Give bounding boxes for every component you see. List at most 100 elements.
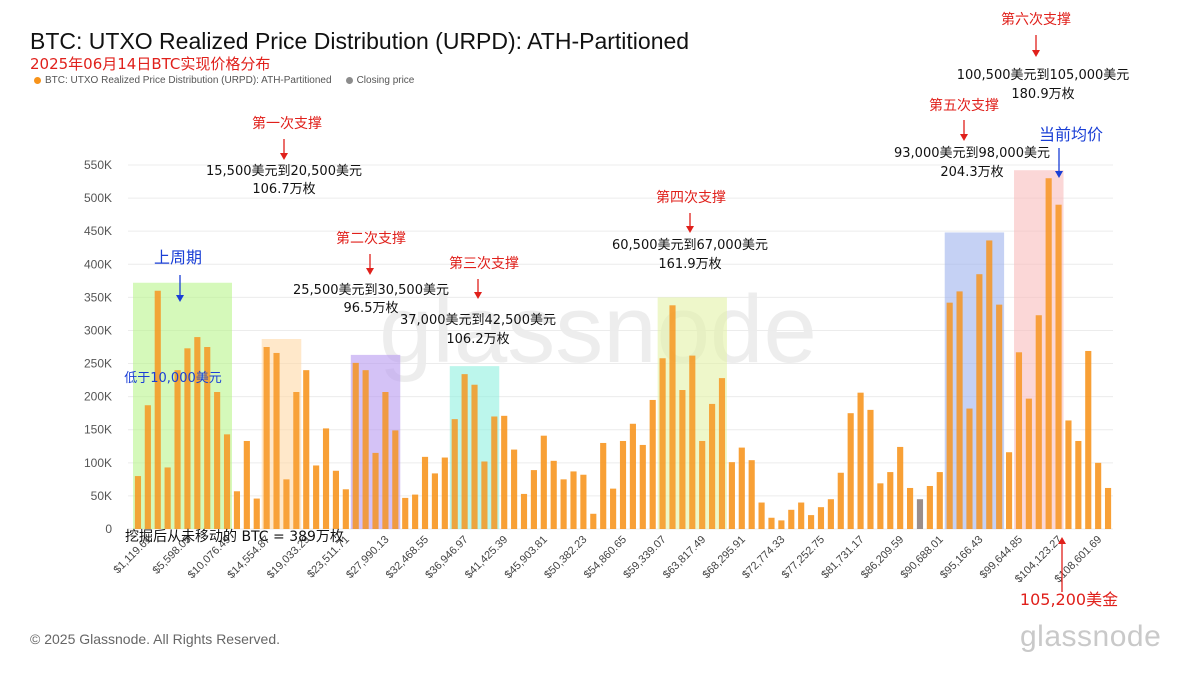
urpd-bar[interactable] [689, 355, 696, 529]
urpd-bar[interactable] [1075, 440, 1082, 529]
urpd-bar[interactable] [1005, 452, 1013, 529]
urpd-bar[interactable] [847, 413, 854, 529]
urpd-bar[interactable] [976, 274, 983, 529]
urpd-bar[interactable] [134, 476, 142, 529]
urpd-bar[interactable] [332, 470, 339, 529]
urpd-bar[interactable] [936, 472, 943, 529]
urpd-bar[interactable] [629, 423, 636, 529]
urpd-bar[interactable] [293, 392, 300, 529]
urpd-bar[interactable] [253, 498, 260, 529]
urpd-bar[interactable] [1015, 352, 1023, 529]
urpd-bar[interactable] [956, 291, 963, 529]
urpd-bar[interactable] [560, 479, 567, 529]
urpd-bar[interactable] [1085, 350, 1092, 529]
urpd-bar[interactable] [718, 378, 726, 529]
urpd-bar[interactable] [639, 444, 646, 529]
urpd-bar[interactable] [233, 491, 241, 529]
urpd-bar[interactable] [491, 416, 498, 529]
urpd-bar[interactable] [412, 494, 419, 529]
urpd-bar[interactable] [619, 440, 627, 529]
urpd-bar[interactable] [877, 483, 884, 529]
urpd-bar[interactable] [817, 507, 825, 529]
urpd-bar[interactable] [342, 489, 349, 529]
urpd-bar[interactable] [679, 390, 686, 529]
urpd-bar[interactable] [154, 290, 161, 529]
urpd-bar[interactable] [481, 461, 488, 529]
urpd-bar[interactable] [273, 352, 280, 529]
urpd-bar[interactable] [313, 465, 320, 529]
urpd-bar[interactable] [649, 399, 656, 529]
glassnode-logo[interactable]: glassnode [1020, 620, 1162, 653]
urpd-bar[interactable] [322, 428, 330, 529]
urpd-bar[interactable] [808, 515, 815, 529]
urpd-bar[interactable] [907, 487, 914, 529]
urpd-bar[interactable] [303, 370, 310, 529]
urpd-bar[interactable] [768, 517, 775, 529]
urpd-bar[interactable] [421, 456, 429, 529]
urpd-bar[interactable] [194, 337, 201, 529]
urpd-bar[interactable] [857, 392, 864, 529]
urpd-bar[interactable] [362, 370, 369, 529]
urpd-bar[interactable] [1055, 204, 1062, 529]
urpd-bar[interactable] [738, 447, 745, 529]
urpd-bar[interactable] [728, 462, 735, 529]
urpd-bar[interactable] [1025, 398, 1032, 529]
urpd-bar[interactable] [511, 449, 518, 529]
urpd-bar[interactable] [926, 485, 933, 529]
urpd-bar[interactable] [174, 370, 181, 529]
urpd-bar[interactable] [184, 348, 191, 529]
urpd-bar[interactable] [1095, 462, 1102, 529]
urpd-bar[interactable] [996, 304, 1003, 529]
urpd-bar[interactable] [867, 409, 874, 529]
urpd-bar[interactable] [382, 392, 389, 529]
legend-item-urpd[interactable]: BTC: UTXO Realized Price Distribution (U… [34, 75, 332, 86]
urpd-bar[interactable] [352, 362, 359, 529]
urpd-bar[interactable] [827, 499, 834, 529]
closing-price-bar[interactable] [916, 499, 924, 529]
urpd-bar[interactable] [837, 472, 844, 529]
urpd-bar[interactable] [501, 415, 508, 529]
urpd-bar[interactable] [441, 457, 448, 529]
urpd-bar[interactable] [590, 513, 597, 529]
urpd-bar[interactable] [530, 470, 537, 529]
urpd-bar[interactable] [402, 497, 409, 529]
urpd-bar[interactable] [392, 430, 399, 529]
urpd-bar[interactable] [659, 358, 666, 529]
urpd-bar[interactable] [1104, 487, 1112, 529]
urpd-bar[interactable] [986, 240, 993, 529]
urpd-bar[interactable] [946, 302, 953, 529]
urpd-bar[interactable] [798, 502, 805, 529]
urpd-bar[interactable] [223, 434, 231, 529]
urpd-bar[interactable] [570, 471, 577, 529]
urpd-bar[interactable] [461, 374, 468, 529]
urpd-bar[interactable] [600, 442, 607, 529]
urpd-bar[interactable] [699, 440, 706, 529]
urpd-bar[interactable] [580, 474, 587, 529]
urpd-bar[interactable] [1065, 420, 1072, 529]
urpd-bar[interactable] [214, 392, 221, 529]
urpd-bar[interactable] [748, 460, 755, 529]
urpd-bar[interactable] [887, 472, 894, 529]
urpd-bar[interactable] [966, 408, 973, 529]
urpd-bar[interactable] [144, 405, 151, 529]
urpd-bar[interactable] [431, 473, 438, 529]
urpd-bar[interactable] [540, 435, 547, 529]
urpd-bar[interactable] [520, 493, 528, 529]
urpd-bar[interactable] [758, 502, 765, 529]
urpd-bar[interactable] [709, 403, 716, 529]
urpd-bar[interactable] [283, 479, 290, 529]
urpd-bar[interactable] [1045, 178, 1052, 529]
urpd-bar[interactable] [164, 467, 171, 529]
urpd-bar[interactable] [778, 520, 785, 529]
urpd-bar[interactable] [610, 488, 617, 529]
legend-item-closing-price[interactable]: Closing price [345, 75, 414, 86]
urpd-bar[interactable] [669, 305, 676, 529]
urpd-bar[interactable] [788, 509, 795, 529]
urpd-bar[interactable] [471, 384, 478, 529]
urpd-bar[interactable] [243, 440, 250, 529]
urpd-bar[interactable] [1035, 315, 1042, 529]
urpd-bar[interactable] [550, 460, 557, 529]
urpd-bar[interactable] [451, 419, 458, 529]
urpd-bar[interactable] [263, 347, 270, 529]
urpd-bar[interactable] [897, 446, 904, 529]
